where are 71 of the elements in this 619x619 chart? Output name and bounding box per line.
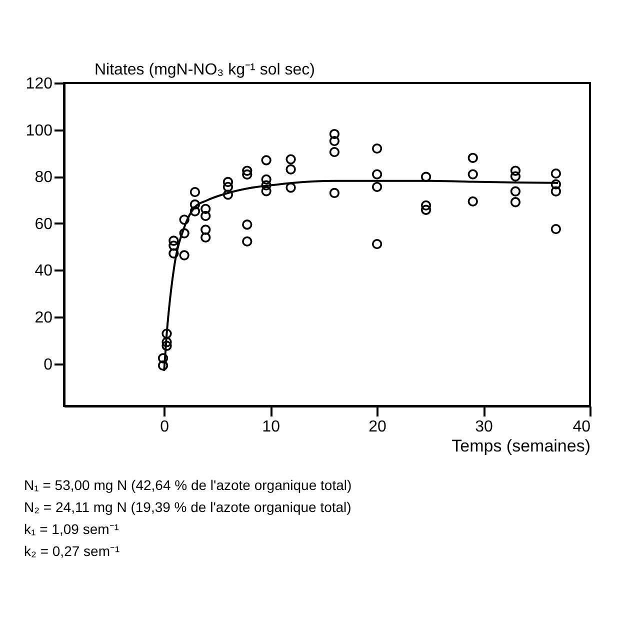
point	[222, 176, 234, 188]
point	[550, 186, 562, 196]
point	[286, 154, 296, 164]
point	[158, 353, 168, 364]
point	[261, 174, 272, 185]
point	[372, 143, 382, 154]
point	[468, 152, 478, 163]
point	[510, 186, 521, 196]
point	[510, 197, 521, 208]
point	[242, 166, 252, 176]
point	[329, 188, 340, 198]
point	[372, 238, 382, 250]
point	[179, 228, 190, 238]
x-tick-label: 40	[572, 418, 591, 436]
y-axis-title: Nitates (mgN-NO₃ kg⁻¹ sol sec)	[94, 62, 315, 78]
x-tick-label: 10	[262, 418, 280, 436]
y-tick-label: 100	[26, 122, 53, 140]
point	[468, 196, 478, 207]
point	[242, 220, 252, 230]
point	[190, 199, 200, 210]
point	[420, 172, 432, 182]
point	[162, 340, 172, 351]
point	[200, 224, 211, 235]
point	[200, 204, 211, 214]
x-tick-label: 0	[160, 418, 170, 436]
point	[242, 169, 252, 180]
point	[510, 171, 521, 182]
point	[222, 182, 234, 192]
point	[222, 190, 234, 200]
point	[168, 248, 179, 258]
point	[179, 250, 190, 260]
y-tick-label: 120	[26, 76, 53, 92]
point	[168, 236, 179, 246]
point	[179, 214, 190, 225]
point	[372, 182, 382, 192]
y-tick-label: 0	[44, 356, 53, 374]
y-tick-label: 20	[34, 310, 53, 327]
point	[190, 186, 200, 198]
x-tick-label: 20	[368, 418, 387, 436]
point	[168, 240, 179, 251]
point	[550, 168, 562, 179]
point	[510, 166, 521, 176]
point	[261, 180, 272, 190]
point	[420, 204, 432, 215]
point	[242, 236, 252, 247]
point	[286, 164, 296, 174]
point	[261, 186, 272, 196]
point	[329, 128, 340, 140]
text: k₂ = 0,27 sem⁻¹	[24, 543, 120, 559]
point	[329, 136, 340, 146]
text: N₂ = 24,11 mg N (19,39 % de l'azote organique total)	[24, 499, 352, 515]
point	[286, 182, 296, 193]
y-tick-label: 60	[34, 216, 53, 233]
text: k₁ = 1,09 sem⁻¹	[24, 521, 120, 537]
point	[468, 169, 478, 180]
point	[550, 224, 562, 234]
point	[200, 232, 211, 243]
text: N₁ = 53,00 mg N (42,64 % de l'azote organique total)	[24, 477, 352, 493]
point	[420, 200, 432, 210]
y-tick-label: 40	[34, 262, 53, 280]
x-tick-label: 30	[475, 418, 494, 436]
point	[162, 328, 172, 339]
point	[162, 337, 172, 348]
point	[200, 210, 211, 222]
x-axis-title: Temps (semaines)	[452, 436, 590, 456]
point	[261, 155, 272, 166]
point	[190, 206, 200, 216]
point	[329, 146, 340, 158]
point	[372, 169, 382, 180]
y-tick-label: 80	[34, 169, 53, 186]
point	[158, 360, 168, 371]
